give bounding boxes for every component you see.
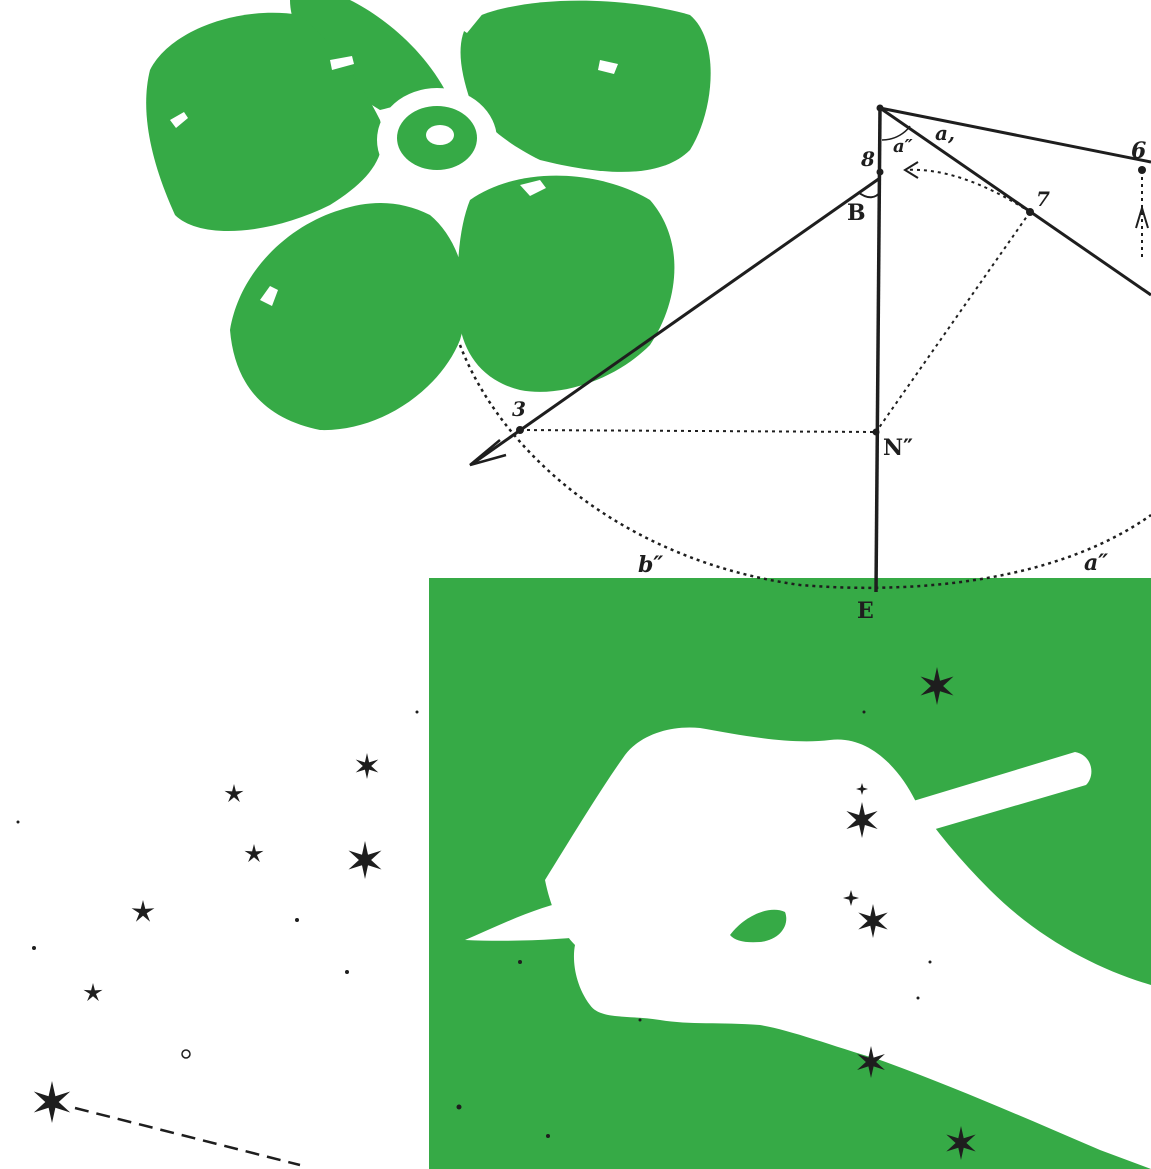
diagram-arc-arrowhead — [903, 161, 919, 179]
star-icon — [843, 890, 859, 906]
diagram-dotted-arc-upper — [904, 168, 1031, 213]
diagram-right-arrowhead — [1135, 204, 1149, 229]
label-point-7: 7 — [1036, 187, 1050, 211]
star-icon — [946, 1126, 976, 1160]
diagram-angle-B — [857, 191, 881, 199]
speck — [928, 960, 932, 964]
star-icon — [244, 844, 264, 863]
speck — [181, 1049, 191, 1059]
speck — [638, 1018, 642, 1022]
flower-petal-lower-left — [230, 203, 466, 431]
diagram-arrowhead — [469, 439, 507, 467]
geometric-diagram — [458, 104, 1151, 593]
star-icon — [846, 802, 878, 838]
label-arc-a1: a, — [935, 121, 955, 145]
label-angle-B: B — [847, 200, 866, 226]
speck — [456, 1104, 462, 1110]
diagram-dotted-horizontal — [519, 429, 877, 433]
star-icon — [83, 983, 103, 1002]
speck — [546, 1134, 550, 1138]
star-icon — [131, 900, 155, 922]
label-point-8: 8 — [860, 147, 875, 171]
diagram-line-top — [879, 106, 1151, 164]
speck — [16, 820, 20, 824]
star-icon — [856, 783, 868, 795]
star-icon — [224, 784, 244, 803]
diagram-line-diagonal — [879, 106, 1151, 297]
label-arc-b2: b″ — [638, 552, 663, 578]
hand — [545, 727, 1151, 1169]
speck — [862, 710, 866, 714]
diagram-line-left — [471, 176, 881, 466]
label-point-3: 3 — [512, 397, 526, 421]
flower-texture — [170, 7, 618, 306]
diagram-angle-top — [881, 125, 911, 141]
diagram-dotted-arc-lower — [458, 344, 1151, 590]
star-icon — [858, 904, 888, 938]
speck — [32, 946, 36, 950]
star-field — [16, 667, 976, 1160]
pencil-shaft — [900, 752, 1092, 835]
flower-center-dot — [426, 125, 454, 145]
label-arc-a2-right: a″ — [1084, 550, 1108, 576]
star-icon — [857, 1046, 885, 1078]
speck — [295, 918, 299, 922]
flower-petal-upper-right — [460, 0, 711, 172]
flower-illustration — [146, 0, 711, 431]
label-arc-a2: a″ — [893, 136, 913, 157]
flower-petal-top — [290, 0, 445, 110]
diagram-labels: 8 6 7 3 B N″ E a, a″ b″ a″ — [512, 121, 1146, 624]
star-trail — [74, 1106, 301, 1167]
flower-petal-lower-right — [457, 175, 675, 392]
star-icon — [355, 753, 379, 779]
flower-petal-upper-left — [146, 12, 383, 232]
speck — [415, 710, 419, 714]
label-point-N: N″ — [883, 435, 913, 461]
star-icon — [920, 667, 954, 705]
hand-gap — [730, 909, 787, 943]
label-point-6: 6 — [1131, 138, 1146, 164]
diagram-line-vertical — [874, 107, 882, 593]
star-icon — [348, 841, 382, 879]
speck — [345, 970, 349, 974]
star-icon — [33, 1081, 71, 1123]
speck — [916, 996, 920, 1000]
speck — [518, 960, 522, 964]
diagram-dotted-diagonal — [875, 211, 1031, 433]
hand-holding-pencil — [465, 727, 1151, 1169]
label-point-E: E — [857, 598, 874, 624]
